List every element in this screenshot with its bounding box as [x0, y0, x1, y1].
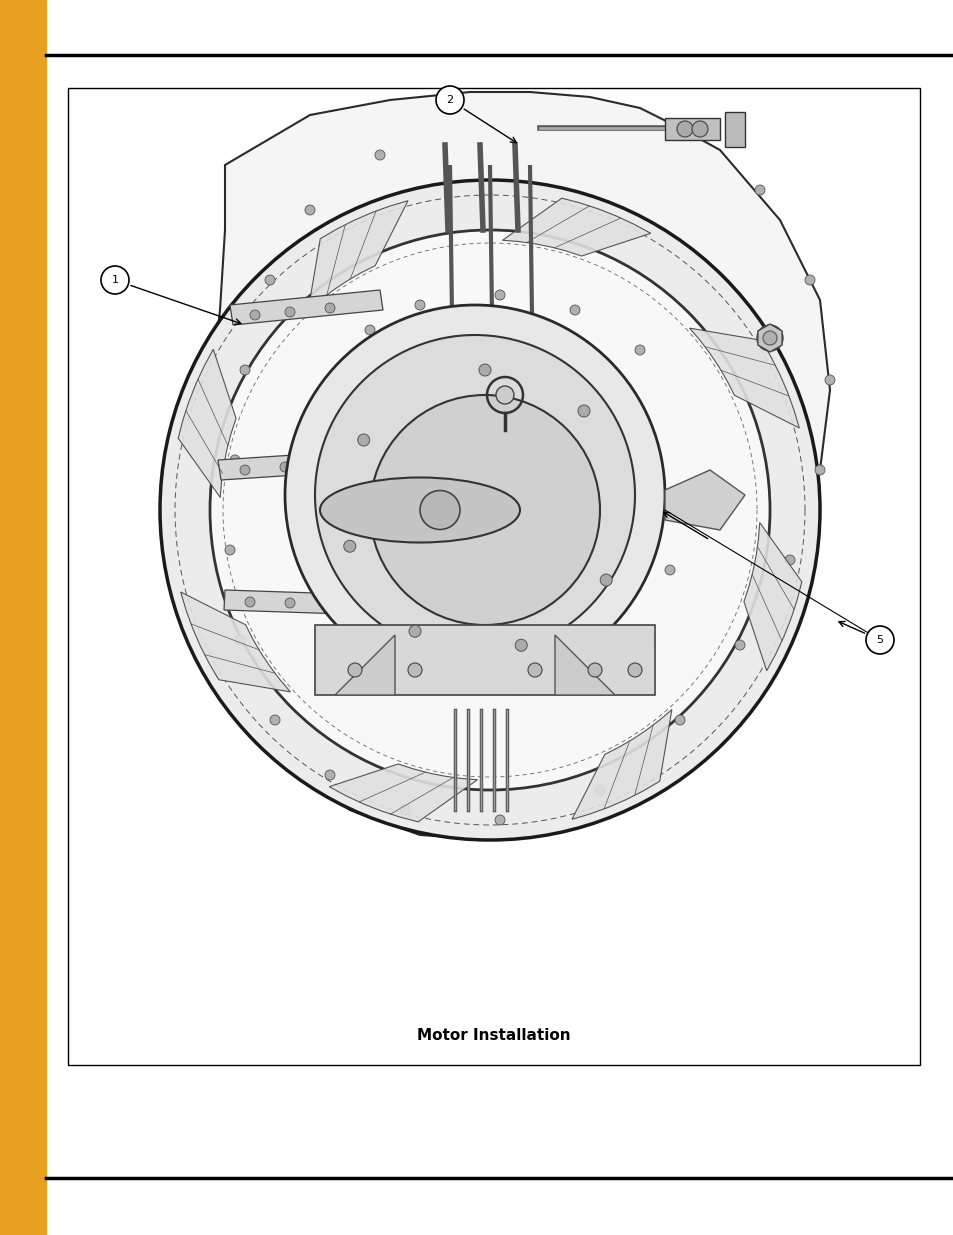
Circle shape	[515, 366, 524, 375]
Polygon shape	[308, 200, 408, 310]
Bar	[0, 0, 46, 1235]
Circle shape	[210, 230, 769, 790]
Polygon shape	[205, 91, 829, 840]
Circle shape	[285, 305, 664, 685]
Circle shape	[677, 121, 692, 137]
Circle shape	[644, 635, 655, 645]
Circle shape	[595, 785, 604, 795]
Circle shape	[435, 676, 444, 685]
Polygon shape	[502, 198, 650, 256]
Circle shape	[355, 645, 365, 655]
Circle shape	[240, 466, 250, 475]
Circle shape	[754, 185, 764, 195]
Circle shape	[655, 485, 664, 495]
Polygon shape	[230, 290, 382, 325]
Bar	[664, 119, 720, 140]
Circle shape	[495, 290, 504, 300]
Text: 1: 1	[112, 275, 118, 285]
Circle shape	[409, 625, 420, 637]
Circle shape	[101, 266, 129, 294]
Polygon shape	[572, 710, 671, 819]
Circle shape	[270, 715, 280, 725]
Circle shape	[584, 385, 595, 395]
Circle shape	[515, 640, 527, 651]
Circle shape	[335, 585, 345, 595]
Circle shape	[784, 555, 794, 564]
Circle shape	[664, 564, 675, 576]
Polygon shape	[555, 635, 615, 695]
Text: 5: 5	[876, 635, 882, 645]
Circle shape	[495, 815, 504, 825]
Polygon shape	[664, 471, 744, 530]
Polygon shape	[689, 329, 799, 429]
Circle shape	[335, 515, 345, 525]
Circle shape	[325, 599, 335, 609]
Circle shape	[691, 121, 707, 137]
Circle shape	[160, 180, 820, 840]
Circle shape	[399, 805, 410, 815]
Circle shape	[527, 663, 541, 677]
Circle shape	[569, 305, 579, 315]
Polygon shape	[218, 450, 373, 480]
Circle shape	[305, 205, 314, 215]
Circle shape	[357, 433, 370, 446]
Circle shape	[285, 308, 294, 317]
Bar	[68, 88, 919, 1065]
Circle shape	[599, 574, 612, 585]
Text: Motor Installation: Motor Installation	[416, 1028, 570, 1042]
Polygon shape	[329, 764, 477, 821]
Bar	[724, 112, 744, 147]
Circle shape	[280, 462, 290, 472]
Circle shape	[804, 275, 814, 285]
Circle shape	[587, 663, 601, 677]
Circle shape	[348, 663, 361, 677]
Polygon shape	[178, 350, 235, 498]
Circle shape	[734, 640, 744, 650]
Circle shape	[250, 310, 260, 320]
Circle shape	[865, 626, 893, 655]
Polygon shape	[743, 522, 801, 671]
Circle shape	[424, 385, 435, 395]
Polygon shape	[180, 592, 290, 692]
Circle shape	[325, 769, 335, 781]
Circle shape	[314, 335, 635, 655]
Circle shape	[343, 540, 355, 552]
Circle shape	[578, 405, 589, 417]
Circle shape	[762, 331, 776, 345]
Circle shape	[415, 300, 424, 310]
Circle shape	[345, 445, 355, 454]
Circle shape	[757, 325, 782, 351]
Circle shape	[325, 303, 335, 312]
Text: 2: 2	[446, 95, 453, 105]
Circle shape	[635, 415, 644, 425]
Circle shape	[824, 375, 834, 385]
Circle shape	[478, 364, 491, 375]
Circle shape	[240, 366, 250, 375]
Circle shape	[595, 676, 604, 685]
Circle shape	[319, 459, 330, 469]
Circle shape	[627, 663, 641, 677]
Circle shape	[635, 345, 644, 354]
Circle shape	[234, 635, 245, 645]
Circle shape	[365, 325, 375, 335]
Circle shape	[814, 466, 824, 475]
Circle shape	[245, 597, 254, 606]
Polygon shape	[335, 635, 395, 695]
Ellipse shape	[419, 490, 459, 530]
Ellipse shape	[319, 478, 519, 542]
Polygon shape	[224, 590, 375, 615]
Circle shape	[436, 86, 463, 114]
Circle shape	[675, 715, 684, 725]
Circle shape	[375, 149, 385, 161]
Circle shape	[496, 387, 514, 404]
Circle shape	[285, 598, 294, 608]
Circle shape	[515, 685, 524, 695]
Circle shape	[265, 275, 274, 285]
Circle shape	[408, 663, 421, 677]
Polygon shape	[314, 625, 655, 695]
Circle shape	[225, 545, 234, 555]
Circle shape	[230, 454, 240, 466]
Circle shape	[370, 395, 599, 625]
